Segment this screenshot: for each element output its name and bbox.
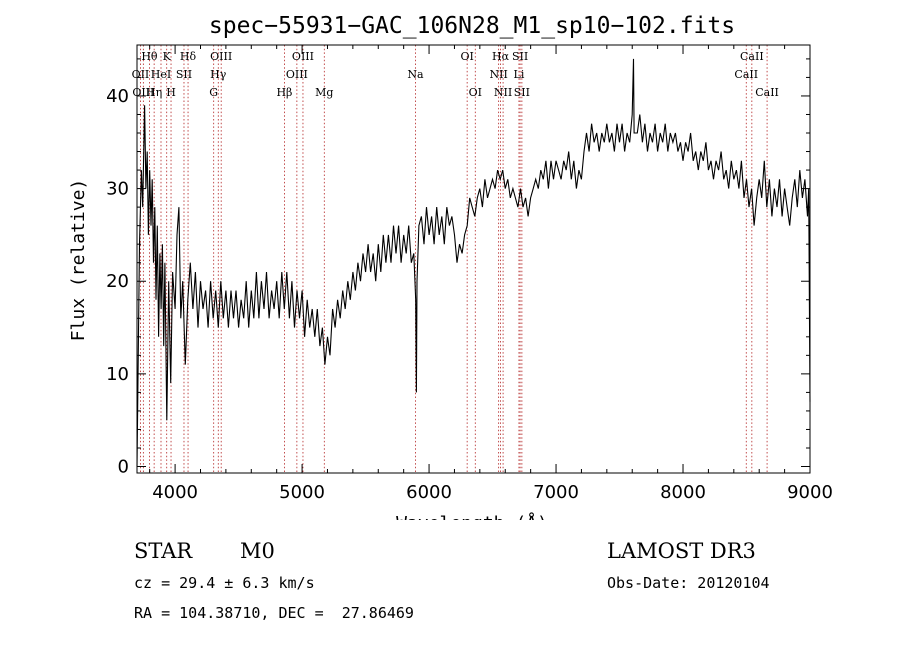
spectrum-chart: spec−55931−GAC_106N28_M1_sp10−102.fits H…	[68, 13, 833, 520]
axis-ticks: 4000 5000 6000 7000 8000 9000 0 10 20 30 40	[106, 45, 833, 503]
line-label-22: Hβ	[276, 86, 292, 99]
line-label-14: Na	[407, 68, 424, 81]
y-tick-label: 0	[118, 457, 129, 478]
x-tick-label: 6000	[406, 482, 452, 503]
line-label-27: CaII	[755, 86, 779, 99]
x-axis-label: Wavelength (Å)	[396, 512, 548, 520]
line-label-9: OII	[132, 68, 150, 81]
chart-title: spec−55931−GAC_106N28_M1_sp10−102.fits	[209, 13, 735, 39]
line-label-13: OIII	[286, 68, 308, 81]
y-axis-label: Flux (relative)	[68, 179, 89, 342]
observation-date: Obs-Date: 20120104	[607, 574, 770, 592]
spectral-line-markers	[140, 45, 768, 473]
x-tick-label: 7000	[533, 482, 579, 503]
line-label-21: G	[209, 86, 218, 99]
y-tick-label: 20	[106, 271, 129, 292]
line-label-12: Hγ	[210, 68, 227, 81]
y-tick-label: 30	[106, 179, 129, 200]
line-label-15: NII	[489, 68, 507, 81]
line-label-2: Hδ	[180, 50, 197, 63]
line-label-3: OIII	[210, 50, 232, 63]
line-label-4: OIII	[292, 50, 314, 63]
line-label-20: H	[166, 86, 176, 99]
x-tick-label: 4000	[152, 482, 198, 503]
redshift-readout: cz = 29.4 ± 6.3 km/s	[134, 574, 315, 592]
object-class: STAR	[134, 539, 193, 563]
line-label-25: NII	[494, 86, 512, 99]
coordinates-readout: RA = 104.38710, DEC = 27.86469	[134, 604, 414, 622]
line-label-7: SII	[512, 50, 528, 63]
x-tick-label: 8000	[660, 482, 706, 503]
line-label-23: Mg	[315, 86, 333, 99]
y-tick-label: 40	[106, 86, 129, 107]
x-tick-label: 9000	[787, 482, 833, 503]
line-label-5: OI	[460, 50, 473, 63]
survey-name: LAMOST DR3	[607, 539, 756, 563]
x-tick-label: 5000	[279, 482, 325, 503]
line-label-16: Li	[514, 68, 525, 81]
spectrum-series-line	[136, 58, 811, 467]
line-label-1: K	[163, 50, 172, 63]
line-label-17: CaII	[734, 68, 758, 81]
y-tick-label: 10	[106, 364, 129, 385]
line-label-11: SII	[176, 68, 192, 81]
line-label-19: Hη	[146, 86, 162, 99]
plot-frame	[136, 44, 811, 474]
line-label-10: HeI	[151, 68, 171, 81]
object-subclass: M0	[240, 539, 275, 563]
line-label-24: OI	[469, 86, 482, 99]
line-label-26: SII	[514, 86, 530, 99]
line-label-6: Hα	[492, 50, 510, 63]
line-label-0: Hθ	[141, 50, 158, 63]
line-label-8: CaII	[740, 50, 764, 63]
